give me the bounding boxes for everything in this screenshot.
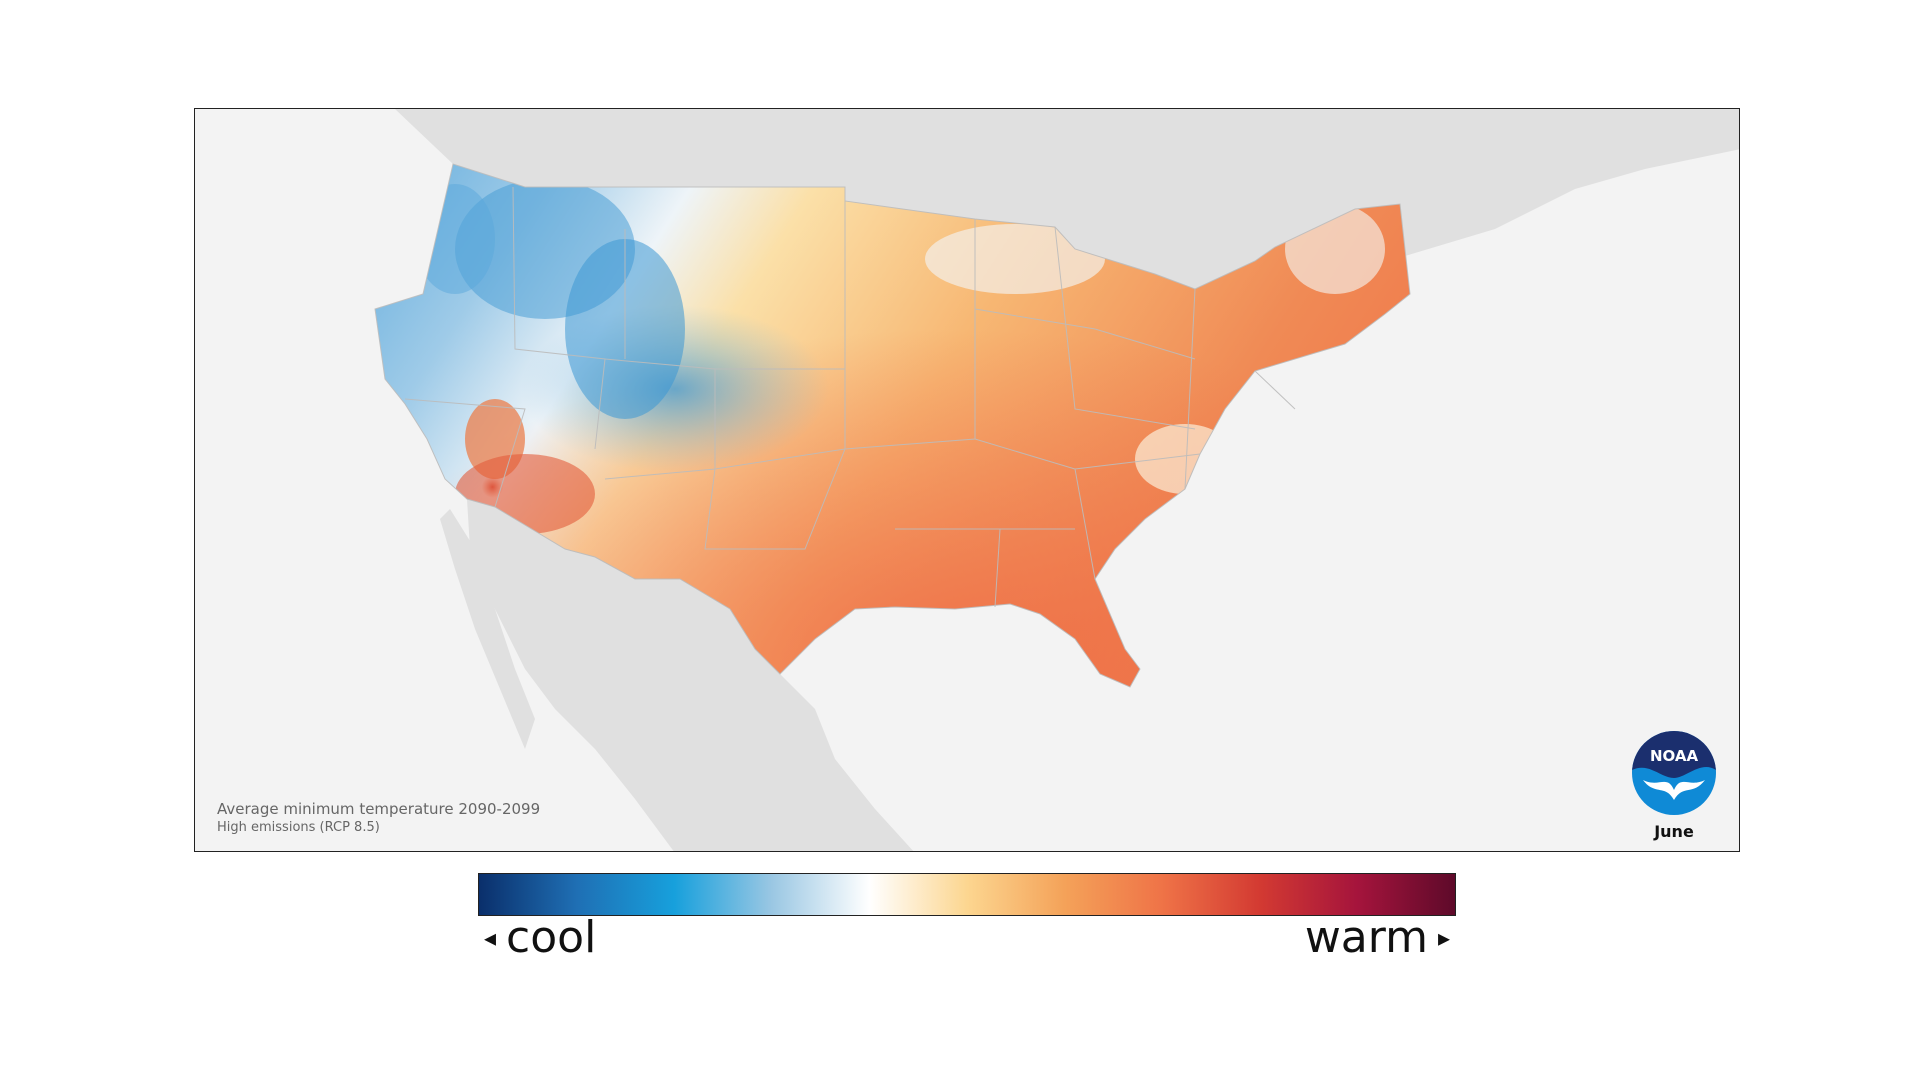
right-arrow-icon: ▸ bbox=[1437, 923, 1450, 952]
month-label: June bbox=[1654, 822, 1694, 841]
cool-label: ◂ cool bbox=[484, 912, 596, 963]
noaa-badge: NOAA June bbox=[1629, 730, 1719, 841]
map-caption: Average minimum temperature 2090-2099 Hi… bbox=[217, 799, 540, 837]
caption-scenario: High emissions (RCP 8.5) bbox=[217, 820, 380, 836]
warm-text: warm bbox=[1304, 912, 1428, 963]
left-arrow-icon: ◂ bbox=[484, 923, 497, 952]
cool-text: cool bbox=[506, 912, 597, 963]
mexico-landmass bbox=[467, 499, 914, 851]
caption-title: Average minimum temperature 2090-2099 bbox=[217, 800, 541, 819]
logo-text: NOAA bbox=[1650, 747, 1699, 765]
map-panel: Average minimum temperature 2090-2099 Hi… bbox=[194, 108, 1740, 852]
state-borders bbox=[374, 163, 1411, 688]
us-temperature-map bbox=[374, 109, 1739, 851]
color-scale-bar bbox=[478, 873, 1456, 916]
baja-peninsula bbox=[440, 509, 535, 749]
warm-label: warm ▸ bbox=[1305, 912, 1450, 963]
noaa-logo-icon: NOAA bbox=[1632, 731, 1716, 815]
